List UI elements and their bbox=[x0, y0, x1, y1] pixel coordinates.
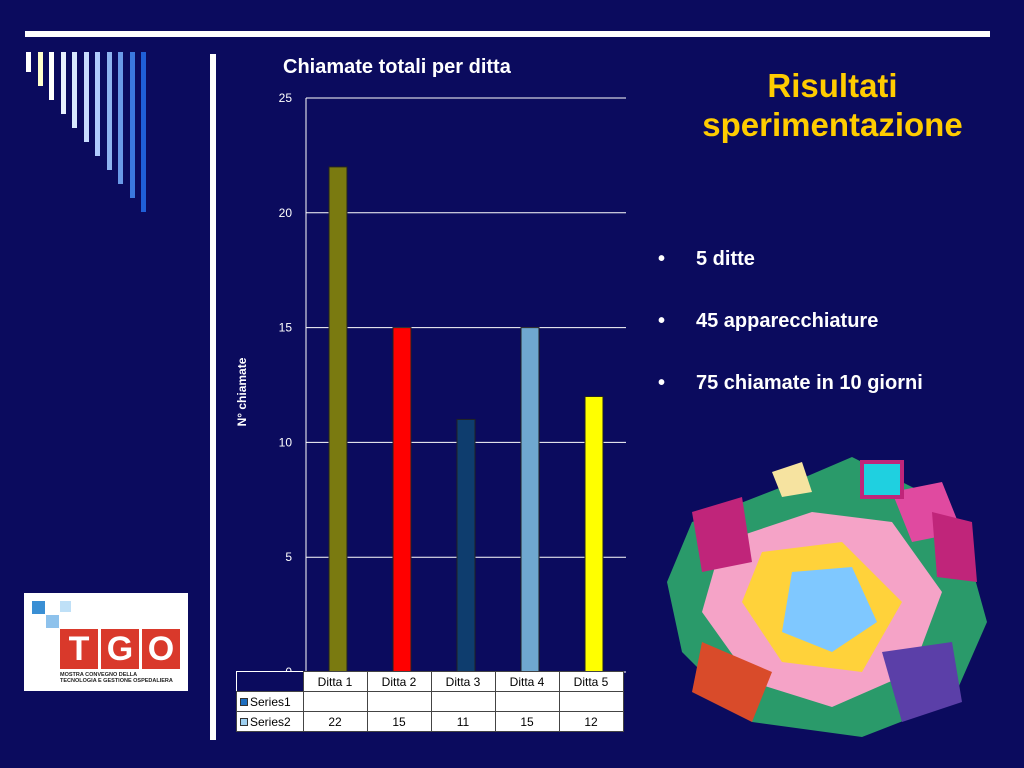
bullet-item: • 45 apparecchiature bbox=[658, 310, 923, 372]
logo-caption: MOSTRA CONVEGNO DELLA TECNOLOGIA E GESTI… bbox=[60, 672, 184, 684]
logo-square-icon bbox=[60, 601, 71, 612]
decorative-stripe bbox=[118, 52, 123, 184]
logo-letters: T G O bbox=[60, 629, 180, 669]
y-tick-label: 5 bbox=[285, 550, 292, 564]
table-header-cell: Ditta 2 bbox=[366, 671, 432, 692]
table-cell: 15 bbox=[366, 711, 432, 732]
top-rule bbox=[25, 31, 990, 37]
tgo-logo: T G O MOSTRA CONVEGNO DELLA TECNOLOGIA E… bbox=[24, 593, 188, 691]
table-header-cell: Ditta 1 bbox=[302, 671, 368, 692]
y-tick-label: 10 bbox=[279, 435, 293, 449]
table-cell: 22 bbox=[302, 711, 368, 732]
legend-key-icon bbox=[240, 698, 248, 707]
y-tick-label: 15 bbox=[279, 321, 293, 335]
table-cell bbox=[430, 691, 496, 712]
table-cell: 11 bbox=[430, 711, 496, 732]
series-legend-cell: Series2 bbox=[236, 711, 304, 732]
table-row: Series1 bbox=[236, 691, 624, 712]
bar bbox=[392, 327, 412, 673]
logo-square-icon bbox=[46, 615, 59, 628]
table-row: Series2 22 15 11 15 12 bbox=[236, 711, 624, 732]
table-cell bbox=[302, 691, 368, 712]
bar bbox=[328, 166, 348, 673]
bullet-item: • 75 chiamate in 10 giorni bbox=[658, 372, 923, 434]
y-tick-label: 25 bbox=[279, 91, 293, 105]
logo-letter: O bbox=[142, 629, 180, 669]
table-row: Ditta 1 Ditta 2 Ditta 3 Ditta 4 Ditta 5 bbox=[236, 671, 624, 692]
chart-data-table: Ditta 1 Ditta 2 Ditta 3 Ditta 4 Ditta 5 … bbox=[236, 671, 624, 732]
slide-title-line1: Risultati bbox=[767, 67, 898, 104]
decorative-stripe bbox=[129, 52, 135, 198]
table-header-cell: Ditta 4 bbox=[494, 671, 560, 692]
table-cell bbox=[558, 691, 624, 712]
slide-title: Risultati sperimentazione bbox=[660, 66, 1005, 144]
bar-chart: 0510152025 bbox=[279, 91, 626, 678]
decorative-stripe bbox=[95, 52, 100, 156]
slide-title-line2: sperimentazione bbox=[702, 106, 963, 143]
series-legend-cell: Series1 bbox=[236, 691, 304, 712]
series-name: Series1 bbox=[250, 694, 291, 709]
bar bbox=[584, 395, 604, 673]
table-cell bbox=[494, 691, 560, 712]
table-header-cell: Ditta 5 bbox=[558, 671, 624, 692]
clipart-illustration bbox=[667, 457, 987, 737]
table-corner bbox=[236, 671, 304, 692]
chart-title: Chiamate totali per ditta bbox=[283, 56, 511, 78]
logo-letter: G bbox=[101, 629, 139, 669]
decorative-stripe bbox=[72, 52, 77, 128]
table-cell: 12 bbox=[558, 711, 624, 732]
table-cell: 15 bbox=[494, 711, 560, 732]
decorative-stripe bbox=[37, 52, 43, 86]
bar bbox=[456, 418, 476, 673]
decorative-stripe bbox=[49, 52, 54, 100]
decorative-stripe bbox=[83, 52, 89, 142]
bullet-text: 45 apparecchiature bbox=[696, 310, 879, 332]
logo-caption-line1: MOSTRA CONVEGNO DELLA bbox=[60, 672, 138, 678]
decorative-stripe bbox=[26, 52, 31, 72]
table-cell bbox=[366, 691, 432, 712]
decorative-stripe bbox=[141, 52, 146, 212]
vertical-rule bbox=[210, 54, 216, 740]
legend-key-icon bbox=[240, 718, 248, 727]
bullet-marker: • bbox=[658, 248, 666, 270]
y-tick-label: 20 bbox=[279, 206, 293, 220]
bullet-text: 5 ditte bbox=[696, 248, 755, 270]
bullet-marker: • bbox=[658, 372, 666, 394]
logo-square-icon bbox=[32, 601, 45, 614]
bullet-text: 75 chiamate in 10 giorni bbox=[696, 372, 923, 394]
bullet-list: • 5 ditte • 45 apparecchiature • 75 chiamat… bbox=[658, 248, 923, 434]
bar bbox=[520, 327, 540, 673]
bullet-marker: • bbox=[658, 310, 666, 332]
series-name: Series2 bbox=[250, 714, 291, 729]
decorative-stripe bbox=[60, 52, 66, 114]
logo-letter: T bbox=[60, 629, 98, 669]
logo-caption-line2: TECNOLOGIA E GESTIONE OSPEDALIERA bbox=[60, 678, 173, 684]
table-header-cell: Ditta 3 bbox=[430, 671, 496, 692]
decorative-stripe bbox=[106, 52, 112, 170]
bullet-item: • 5 ditte bbox=[658, 248, 923, 310]
